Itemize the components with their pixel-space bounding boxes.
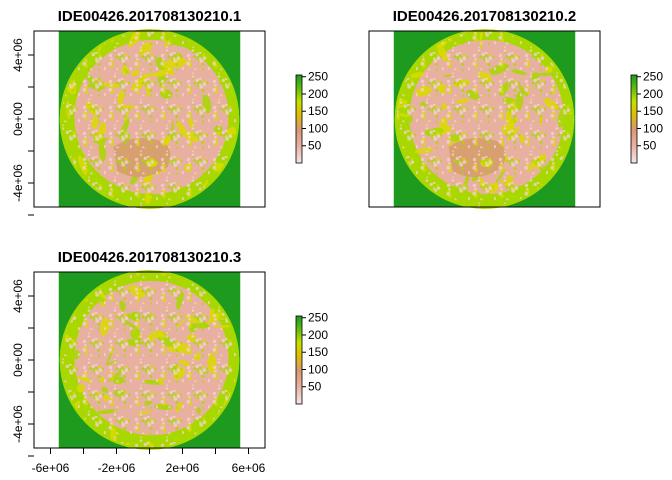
cloud-texture <box>59 270 240 450</box>
legend-colorbar <box>295 315 303 405</box>
earth-limb <box>59 29 240 209</box>
legend-tick-label: 50 <box>308 139 322 153</box>
earth-limb <box>394 29 575 209</box>
y-tick-label: -4e+06 <box>11 405 25 443</box>
y-tick-label: 4e+06 <box>11 279 25 313</box>
legend-tick-label: 100 <box>308 362 328 376</box>
y-tick-label: 4e+06 <box>11 38 25 72</box>
panel-3: IDE00426.201708130210.3 -4e+06 0e+00 4e+06 -… <box>11 249 328 475</box>
legend-colorbar <box>630 74 638 164</box>
x-tick-label: 6e+06 <box>232 461 266 475</box>
panel-1: IDE00426.201708130210.1 -4e+06 0e+00 4e+06 5… <box>11 8 328 216</box>
y-tick-label: -4e+06 <box>11 164 25 202</box>
legend-tick-label: 250 <box>308 70 328 84</box>
x-tick-label: -6e+06 <box>32 461 70 475</box>
legend-tick-label: 200 <box>643 87 663 101</box>
earth-detail <box>59 270 240 450</box>
y-tick-label: 0e+00 <box>11 343 25 377</box>
panel-2: IDE00426.201708130210.2 50 100 150 200 250 <box>368 8 663 209</box>
legend-tick-label: 250 <box>643 70 663 84</box>
cloud-band <box>126 449 148 450</box>
legend-tick-label: 150 <box>308 104 328 118</box>
chart-title: IDE00426.201708130210.1 <box>58 8 242 25</box>
x-tick-label: 2e+06 <box>166 461 200 475</box>
legend-tick-label: 50 <box>308 380 322 394</box>
chart-title: IDE00426.201708130210.3 <box>58 249 242 266</box>
legend-tick-label: 250 <box>308 311 328 325</box>
legend-tick-label: 50 <box>643 139 657 153</box>
legend-colorbar <box>295 74 303 164</box>
plot-frame <box>368 30 601 208</box>
legend-tick-label: 100 <box>643 121 663 135</box>
legend-tick-label: 200 <box>308 328 328 342</box>
legend-tick-label: 150 <box>308 345 328 359</box>
y-tick-label: 0e+00 <box>11 102 25 136</box>
chart-title: IDE00426.201708130210.2 <box>393 8 577 25</box>
legend-tick-label: 150 <box>643 104 663 118</box>
cloud-texture <box>394 29 575 209</box>
legend-tick-label: 200 <box>308 87 328 101</box>
legend-tick-label: 100 <box>308 121 328 135</box>
x-tick-label: -2e+06 <box>98 461 136 475</box>
cloud-texture <box>59 29 240 209</box>
